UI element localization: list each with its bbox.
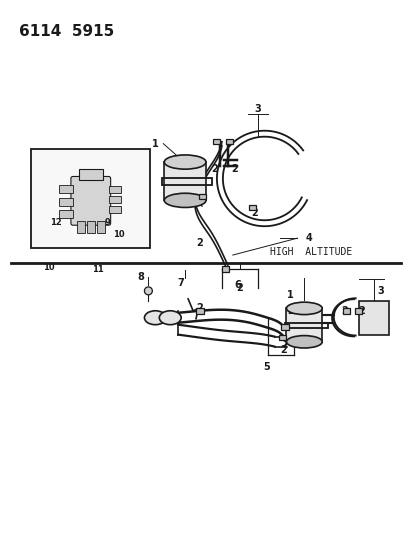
Text: 10: 10 — [43, 263, 55, 272]
Ellipse shape — [286, 336, 322, 348]
Text: 3: 3 — [377, 286, 384, 296]
Text: 2: 2 — [197, 303, 204, 313]
Text: 1: 1 — [152, 139, 159, 149]
Text: 7: 7 — [178, 278, 185, 288]
Ellipse shape — [164, 155, 206, 169]
Bar — [59, 185, 73, 193]
Text: 12: 12 — [50, 218, 62, 227]
Text: 3: 3 — [254, 104, 261, 114]
Bar — [109, 196, 121, 203]
Text: 1: 1 — [287, 290, 294, 300]
Bar — [222, 266, 229, 272]
Text: 6114  5915: 6114 5915 — [19, 25, 115, 39]
Bar — [109, 206, 121, 213]
Bar — [359, 301, 389, 335]
Bar — [249, 205, 256, 210]
Text: 2: 2 — [287, 306, 294, 316]
Text: 2: 2 — [251, 208, 258, 219]
Text: HIGH  ALTITUDE: HIGH ALTITUDE — [269, 247, 352, 257]
Ellipse shape — [286, 302, 322, 314]
Bar — [281, 324, 290, 330]
Ellipse shape — [159, 311, 181, 325]
Text: 6: 6 — [234, 280, 241, 290]
Text: 2: 2 — [236, 283, 243, 293]
Bar — [31, 149, 150, 248]
Bar — [97, 221, 105, 233]
Bar — [213, 139, 220, 144]
Bar — [109, 187, 121, 193]
Circle shape — [145, 287, 152, 295]
Bar — [77, 221, 85, 233]
Text: 4: 4 — [306, 233, 313, 243]
Bar — [196, 308, 204, 314]
Text: 10: 10 — [113, 230, 124, 239]
Bar — [279, 335, 286, 341]
FancyBboxPatch shape — [286, 309, 322, 342]
Text: 5: 5 — [263, 362, 270, 373]
FancyBboxPatch shape — [71, 176, 111, 225]
Bar — [199, 193, 206, 199]
Text: 9: 9 — [105, 218, 110, 227]
Text: 2: 2 — [232, 164, 238, 174]
Ellipse shape — [164, 193, 206, 207]
Bar — [356, 308, 363, 313]
Text: 2: 2 — [342, 306, 349, 316]
Text: 2: 2 — [197, 238, 204, 248]
Ellipse shape — [145, 311, 166, 325]
Text: 8: 8 — [137, 272, 144, 282]
Bar — [59, 198, 73, 206]
Bar — [87, 221, 95, 233]
Bar — [226, 139, 233, 144]
Bar — [59, 211, 73, 218]
Text: 2: 2 — [358, 306, 365, 316]
Text: 11: 11 — [92, 265, 103, 274]
FancyBboxPatch shape — [79, 168, 103, 181]
Text: 2: 2 — [280, 344, 287, 354]
Bar — [342, 308, 349, 313]
Text: 2: 2 — [212, 164, 218, 174]
FancyBboxPatch shape — [164, 162, 206, 200]
